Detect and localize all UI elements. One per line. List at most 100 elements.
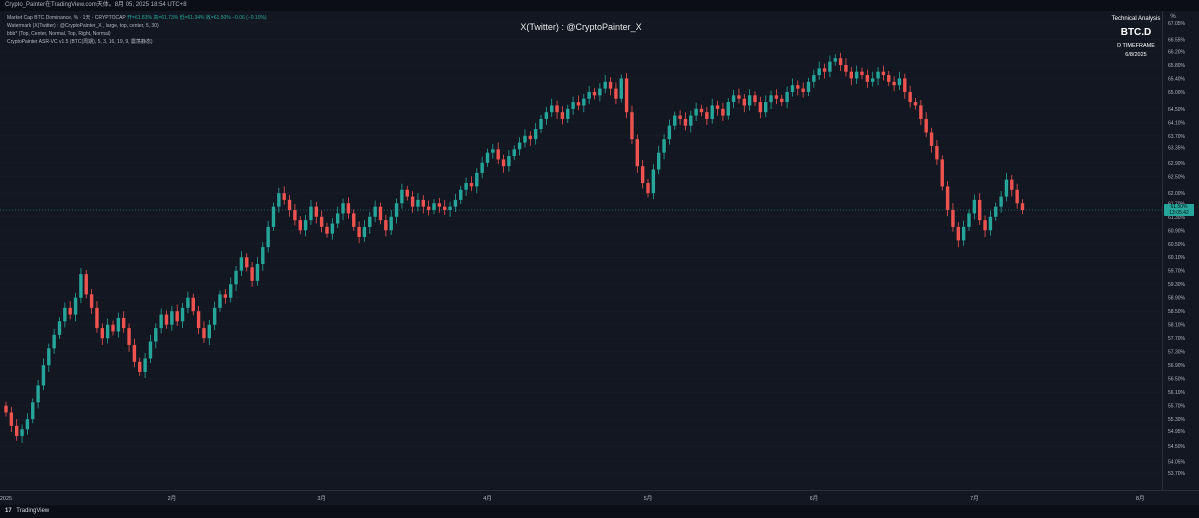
top-bar: Crypto_Painter在TradingView.com天体。8月 05, … xyxy=(0,0,1199,11)
candle-body-113 xyxy=(608,81,613,89)
candle-body-121 xyxy=(651,169,656,194)
candle-88 xyxy=(475,168,479,194)
candle-body-156 xyxy=(838,58,843,65)
candle-body-86 xyxy=(464,183,468,190)
y-tick-label-25: 63.70% xyxy=(1168,134,1186,140)
candle-96 xyxy=(517,137,522,156)
candle-165 xyxy=(887,71,891,86)
candle-28 xyxy=(154,323,158,349)
candle-187 xyxy=(1004,172,1009,202)
candle-177 xyxy=(951,203,955,232)
candle-body-111 xyxy=(598,88,602,96)
candle-27 xyxy=(148,334,153,364)
chart-panel[interactable] xyxy=(0,11,1162,490)
candle-105 xyxy=(566,104,570,123)
candle-body-130 xyxy=(699,108,704,113)
candle-70 xyxy=(378,202,383,225)
candle-body-33 xyxy=(180,307,185,322)
legend-indicator-bbb[interactable]: bbb* (Top, Center, Normal, Top, Right, N… xyxy=(7,31,111,37)
candle-body-91 xyxy=(491,149,495,153)
candle-body-186 xyxy=(999,196,1003,207)
candle-142 xyxy=(764,95,768,117)
candle-body-126 xyxy=(678,115,682,119)
candle-141 xyxy=(758,96,763,119)
candle-45 xyxy=(245,253,249,272)
x-tick-label-4: 5月 xyxy=(644,495,653,502)
candle-33 xyxy=(180,303,185,329)
candle-body-96 xyxy=(517,142,522,150)
candle-body-20 xyxy=(111,324,115,332)
y-tick-label-8: 56.90% xyxy=(1168,363,1186,369)
price-chart[interactable] xyxy=(0,11,1162,490)
price-axis-labels: 53.70% 54.05% 54.50% 54.95% 55.30% 55.70% 56.1… xyxy=(1168,21,1186,477)
candle-body-36 xyxy=(196,311,201,329)
y-tick-label-4: 55.30% xyxy=(1168,417,1186,423)
candle-body-65 xyxy=(352,213,356,227)
candle-body-3 xyxy=(20,429,24,437)
axis-settings-button[interactable]: % xyxy=(1170,14,1176,20)
price-axis[interactable]: 53.70% 54.05% 54.50% 54.95% 55.30% 55.70% 56.1… xyxy=(1162,11,1199,490)
candle-164 xyxy=(881,65,886,81)
grid-lines xyxy=(0,22,1162,474)
candle-30 xyxy=(164,310,169,329)
candle-body-94 xyxy=(507,156,511,167)
candle-53 xyxy=(287,195,292,217)
candle-body-153 xyxy=(822,68,827,72)
x-tick-label-0: 2025 xyxy=(0,496,12,502)
candle-body-51 xyxy=(277,193,281,207)
legend-indicator-asr[interactable]: CryptoPainter ASR-VC v1.5 (BTC(周期), 5, 3… xyxy=(7,39,153,45)
candle-body-116 xyxy=(624,78,629,113)
candle-body-6 xyxy=(36,385,40,403)
candle-body-173 xyxy=(929,132,934,146)
candle-body-23 xyxy=(127,328,131,345)
candle-body-164 xyxy=(881,71,886,76)
candle-body-1 xyxy=(9,412,14,426)
candle-body-152 xyxy=(817,68,821,76)
candle-body-13 xyxy=(73,297,78,315)
candle-86 xyxy=(464,177,468,196)
candle-113 xyxy=(608,77,613,96)
candle-body-74 xyxy=(400,189,404,204)
candle-150 xyxy=(806,77,811,97)
candle-169 xyxy=(908,85,912,108)
candle-20 xyxy=(111,320,115,336)
candle-39 xyxy=(212,301,217,331)
candle-38 xyxy=(207,319,211,345)
candle-body-180 xyxy=(967,213,971,227)
candle-155 xyxy=(833,54,837,66)
candle-body-149 xyxy=(801,88,805,92)
time-axis[interactable]: 20252月3月4月5月6月7月8月9月 xyxy=(0,490,1199,505)
legend-series-line[interactable]: Market Cap BTC Dominance, % · 1天 · CRYPT… xyxy=(7,14,267,22)
legend-indicator-watermark[interactable]: Watermark (X(Twitter) : @CryptoPainter_X… xyxy=(7,23,159,29)
y-tick-label-28: 65.00% xyxy=(1168,90,1186,96)
candle-189 xyxy=(1015,183,1019,209)
candle-170 xyxy=(913,98,918,110)
candle-49 xyxy=(266,220,270,253)
candle-body-163 xyxy=(876,71,880,79)
candle-65 xyxy=(352,209,356,231)
x-tick-label-6: 7月 xyxy=(970,495,979,502)
candle-body-95 xyxy=(512,149,516,157)
candle-body-124 xyxy=(667,125,672,140)
candle-40 xyxy=(218,290,222,312)
candle-body-183 xyxy=(983,220,987,231)
candle-body-90 xyxy=(485,152,490,163)
candle-54 xyxy=(293,203,297,226)
candle-34 xyxy=(186,291,190,314)
tradingview-logo-icon[interactable]: 17 xyxy=(5,508,12,514)
candle-78 xyxy=(421,195,425,214)
candle-body-119 xyxy=(640,166,645,184)
candle-body-4 xyxy=(25,419,30,430)
candle-152 xyxy=(817,61,821,80)
candle-body-29 xyxy=(159,314,163,329)
candle-111 xyxy=(598,83,602,102)
candle-115 xyxy=(619,74,623,103)
candle-body-171 xyxy=(919,105,923,119)
candle-body-102 xyxy=(550,105,554,113)
candle-body-157 xyxy=(844,64,848,72)
candle-body-104 xyxy=(560,112,565,119)
candle-52 xyxy=(282,186,286,205)
candle-1 xyxy=(9,407,14,432)
candle-183 xyxy=(983,215,987,238)
candle-181 xyxy=(972,194,977,220)
